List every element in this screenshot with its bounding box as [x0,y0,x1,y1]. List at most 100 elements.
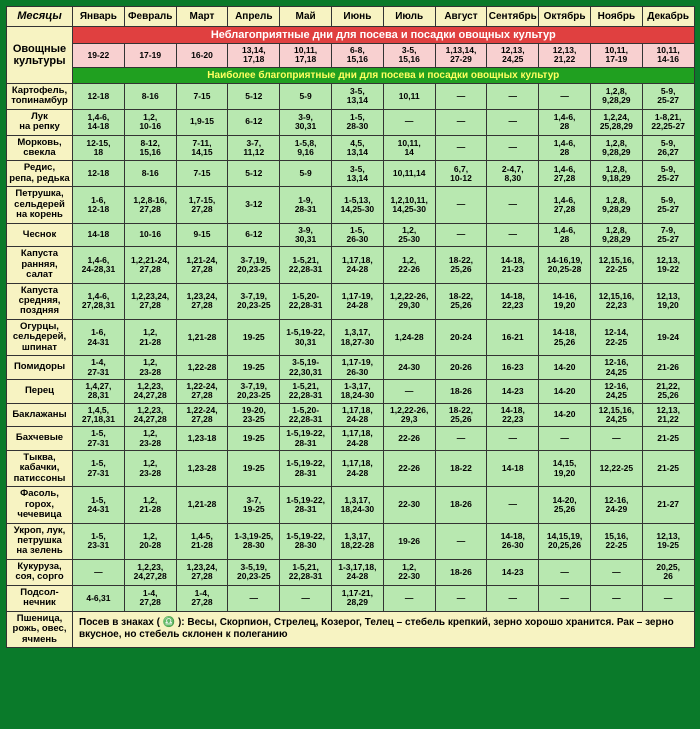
fav-cell: 1-5,20-22,28-31 [280,403,332,427]
fav-cell: 3-7,19,20,23-25 [228,379,280,403]
fav-cell: 1,2,8,9,28,29 [590,223,642,247]
fav-cell: 14-18,22,23 [487,283,539,319]
fav-cell: 14-18,25,26 [539,319,591,355]
fav-cell: 6-12 [228,109,280,135]
fav-cell: 1,2,8,9,28,29 [590,83,642,109]
fav-cell: 1,7-15,27,28 [176,187,228,223]
fav-cell: 1-4,27-31 [73,356,125,380]
fav-cell: 1,2,24,25,28,29 [590,109,642,135]
fav-cell: 1-9,28-31 [280,187,332,223]
fav-cell: 22-26 [383,450,435,486]
fav-cell: 21-25 [642,427,694,451]
fav-cell: — [280,585,332,611]
fav-cell: 1-8,21,22,25-27 [642,109,694,135]
fav-cell: — [435,523,487,559]
fav-cell: 12,22-25 [590,450,642,486]
fav-cell: 4-6,31 [73,585,125,611]
fav-cell: — [435,427,487,451]
crop-label: Капустаранняя, салат [7,247,73,283]
fav-cell: — [383,379,435,403]
fav-cell: 1,22-24,27,28 [176,403,228,427]
fav-cell: 14-18,22,23 [487,403,539,427]
fav-cell: 1-5,27-31 [73,427,125,451]
fav-cell: 1-5,26-30 [331,223,383,247]
fav-cell: — [73,559,125,585]
fav-cell: 1-4,27,28 [176,585,228,611]
fav-cell: 1,2,23-28 [124,427,176,451]
fav-cell: 14-23 [487,559,539,585]
fav-cell: 5-9 [280,83,332,109]
fav-cell: 7-11,14,15 [176,135,228,161]
fav-cell: 1,21-24,27,28 [176,247,228,283]
fav-cell: 1,2,23,24,27,28 [124,559,176,585]
month-header: Ноябрь [590,7,642,27]
unfav-cell: 3-5,15,16 [383,44,435,68]
fav-cell: 1,2,10-16 [124,109,176,135]
unfav-cell: 6-8,15,16 [331,44,383,68]
fav-cell: 4,5,13,14 [331,135,383,161]
fav-cell: — [487,187,539,223]
fav-cell: 5-9,25-27 [642,161,694,187]
fav-cell: 1-5,19-22,28-31 [280,427,332,451]
fav-cell: 19-25 [228,450,280,486]
fav-cell: — [642,585,694,611]
fav-cell: 14-16,19,20 [539,283,591,319]
crop-label: Капустасредняя, поздняя [7,283,73,319]
fav-cell: 1,2,25-30 [383,223,435,247]
fav-cell: 12,15,16,22-25 [590,247,642,283]
unfav-cell: 16-20 [176,44,228,68]
crop-label: Редис,репа, редька [7,161,73,187]
fav-cell: 1,2,23-28 [124,356,176,380]
fav-cell: 5-12 [228,83,280,109]
fav-cell: 10-16 [124,223,176,247]
fav-cell: 12-16,24-29 [590,487,642,523]
crop-label: Петрушка,сельдерейна корень [7,187,73,223]
fav-cell: 14-20 [539,379,591,403]
fav-cell: 1-5,28-30 [331,109,383,135]
fav-cell: 19-25 [228,319,280,355]
fav-cell: 14-18,21-23 [487,247,539,283]
fav-cell: 19-25 [228,356,280,380]
fav-cell: 18-26 [435,487,487,523]
crop-label: Помидоры [7,356,73,380]
fav-cell: 1,23,24,27,28 [176,283,228,319]
month-header: Февраль [124,7,176,27]
fav-cell: 1-5,8,9,16 [280,135,332,161]
fav-cell: 1-5,27-31 [73,450,125,486]
crop-label: Кукуруза,соя, сорго [7,559,73,585]
fav-cell: 1,2,8,9,18,29 [590,161,642,187]
month-header: Январь [73,7,125,27]
fav-cell: 12,15,16,24,25 [590,403,642,427]
fav-cell: 1,4-6,14-18 [73,109,125,135]
footnote-text: Посев в знаках ( ♎ ): Весы, Скорпион, Ст… [73,611,695,647]
fav-cell: 1,17-19,24-28 [331,283,383,319]
fav-cell: 5-12 [228,161,280,187]
fav-cell: — [228,585,280,611]
fav-cell: 3-5,13,14 [331,83,383,109]
unfav-cell: 12,13,24,25 [487,44,539,68]
fav-cell: 14-18 [487,450,539,486]
fav-cell: 14,15,19,20 [539,450,591,486]
fav-cell: 22-26 [383,427,435,451]
fav-cell: 18-22,25,26 [435,247,487,283]
fav-cell: 14,15,19,20,25,26 [539,523,591,559]
fav-cell: 3-12 [228,187,280,223]
fav-cell: 7-15 [176,161,228,187]
fav-cell: 16-23 [487,356,539,380]
fav-cell: 1,2,8,9,28,29 [590,135,642,161]
fav-cell: 19-20,23-25 [228,403,280,427]
fav-cell: 12,13,19,20 [642,283,694,319]
fav-cell: 7-15 [176,83,228,109]
fav-cell: 1,2,22-26,29,30 [383,283,435,319]
fav-cell: 1,2,22-26,29,3 [383,403,435,427]
crop-label: Укроп, лук,петрушкана зелень [7,523,73,559]
crop-label: Перец [7,379,73,403]
fav-cell: 1-3,17,18,24-30 [331,379,383,403]
fav-cell: 1-5,21,22,28-31 [280,247,332,283]
veg-cultures-label: Овощные культуры [7,27,73,84]
fav-cell: 12-16,24,25 [590,356,642,380]
fav-cell: 1,2,23,24,27,28 [124,403,176,427]
fav-cell: — [435,109,487,135]
fav-cell: — [487,223,539,247]
fav-cell: 21-27 [642,487,694,523]
